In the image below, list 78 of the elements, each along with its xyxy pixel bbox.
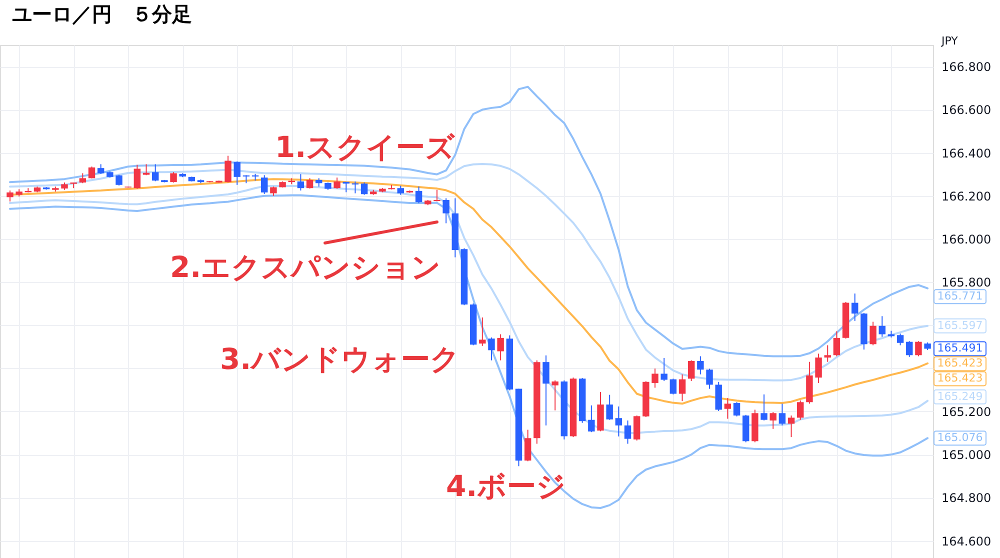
candlestick (815, 353, 822, 384)
candlestick (415, 186, 422, 204)
candlestick (660, 357, 668, 382)
candlestick (870, 321, 876, 346)
candlestick (397, 185, 404, 196)
candlestick (497, 334, 504, 361)
candlestick (224, 155, 232, 184)
y-tick-label: 165.800 (942, 276, 992, 290)
candlestick (479, 316, 486, 346)
candlestick (688, 360, 695, 382)
annotation: 1.スクイーズ (275, 130, 456, 164)
candlestick (334, 177, 340, 190)
candlestick (778, 403, 786, 426)
candlestick (234, 160, 240, 186)
candlestick (442, 198, 450, 224)
candlestick (824, 344, 831, 362)
annotation: 3.バンドウォーク (220, 342, 460, 376)
text: 165.491 (937, 342, 983, 355)
candlestick (633, 415, 640, 442)
candlestick (606, 394, 613, 420)
candlestick (760, 394, 768, 421)
candlestick (670, 378, 677, 395)
candlestick (615, 406, 622, 437)
data-label: 165.076 (937, 431, 983, 444)
annotation: 2.エクスパンション (170, 250, 442, 284)
candlestick (624, 420, 632, 444)
candlestick (488, 336, 495, 361)
data-label: 165.249 (937, 390, 983, 403)
data-label: 165.423 (937, 356, 983, 370)
candlestick (915, 340, 922, 357)
candlestick (652, 368, 658, 388)
y-tick-label: 165.200 (942, 404, 992, 419)
candlestick (297, 174, 304, 191)
candlestick (360, 182, 368, 196)
candlestick (697, 356, 704, 375)
candlestick (6, 190, 14, 202)
y-tick-label: 166.200 (942, 189, 992, 204)
y-tick-label: 166.600 (942, 103, 992, 118)
candlestick (79, 172, 86, 184)
candlestick (434, 189, 440, 202)
y-tick-label: 164.600 (942, 534, 992, 548)
candlestick (352, 180, 359, 194)
candlestick (261, 174, 268, 194)
y-axis-title: JPY (940, 34, 958, 48)
candlestick (97, 164, 104, 174)
text: 165.423 (937, 372, 983, 385)
candlestick (724, 398, 732, 420)
candlestick (170, 172, 177, 184)
candlestick (588, 404, 595, 433)
candlestick (706, 368, 713, 390)
annotation: 4.ボージ (446, 469, 566, 503)
candlestick (678, 374, 686, 402)
candlestick (134, 164, 141, 190)
candlestick (906, 340, 913, 358)
data-label: 165.771 (937, 290, 983, 303)
candlestick (152, 164, 159, 182)
y-tick-label: 166.800 (942, 60, 992, 74)
candlestick (542, 354, 550, 426)
candlestick (788, 415, 795, 438)
data-label: 165.597 (937, 318, 983, 332)
candlestick (770, 412, 776, 430)
candlestick (878, 316, 886, 338)
chart-title: ユーロ／円 ５分足 (12, 2, 192, 26)
y-tick-label: 164.800 (942, 491, 992, 506)
y-tick-label: 166.400 (942, 146, 992, 160)
candlestick (88, 166, 96, 179)
candlestick (524, 429, 532, 462)
candlestick (852, 293, 858, 322)
y-tick-label: 166.000 (942, 232, 992, 246)
candlestick (896, 333, 904, 346)
candlestick (270, 186, 277, 196)
candlestick (797, 400, 804, 420)
candlestick (116, 174, 122, 186)
candlestick (306, 178, 314, 190)
candlestick (733, 402, 740, 417)
y-tick-label: 165.000 (942, 448, 992, 462)
candlestick (833, 330, 840, 357)
candlestick (552, 380, 558, 411)
